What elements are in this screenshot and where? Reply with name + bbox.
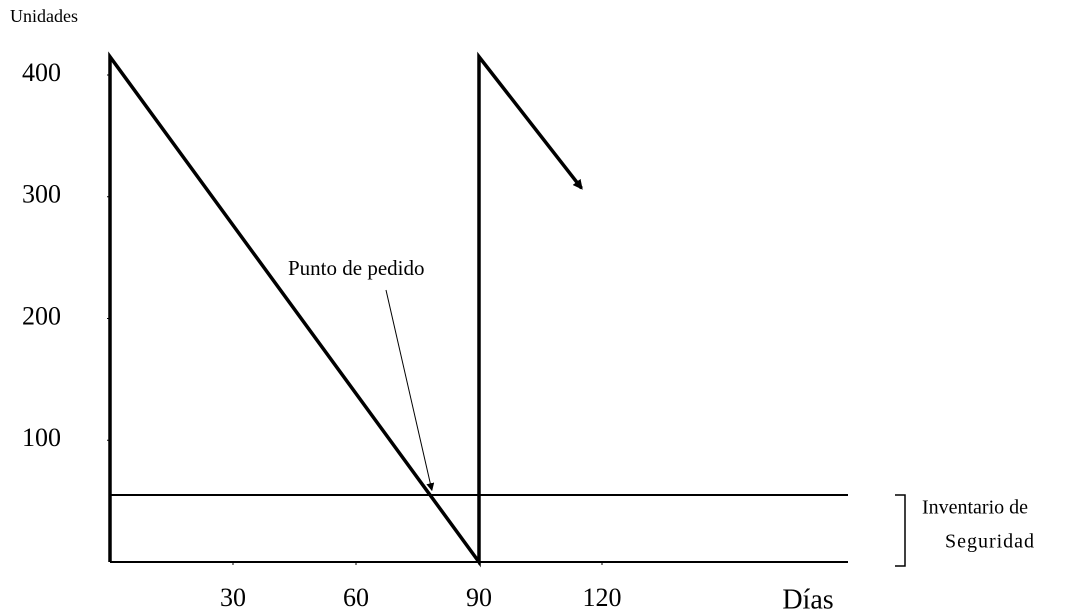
y-axis-label: Unidades <box>10 6 78 26</box>
x-tick-label: 30 <box>220 583 246 612</box>
x-axis-label: Días <box>782 584 833 615</box>
annotation-arrow <box>385 289 435 492</box>
y-tick-label: 400 <box>22 58 61 87</box>
x-tick-label: 60 <box>343 583 369 612</box>
y-tick-label: 300 <box>22 180 61 209</box>
annotation-text: Punto de pedido <box>288 256 425 280</box>
y-tick-label: 200 <box>22 301 61 330</box>
safety-stock-label: Inventario de <box>922 497 1028 519</box>
y-tick-label: 100 <box>22 423 61 452</box>
x-tick-label: 120 <box>583 583 622 612</box>
bracket <box>895 494 906 567</box>
safety-stock-label: Seguridad <box>945 531 1035 553</box>
x-tick-label: 90 <box>466 583 492 612</box>
inventory-line <box>108 51 583 568</box>
